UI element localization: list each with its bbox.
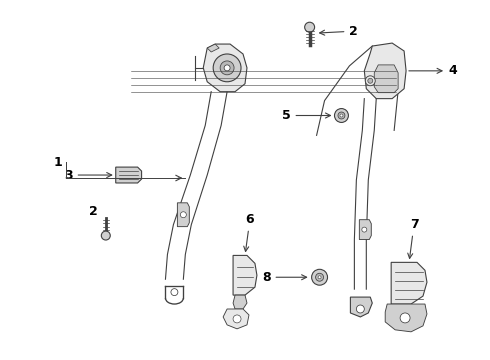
Polygon shape xyxy=(223,309,249,329)
Polygon shape xyxy=(365,43,406,99)
Polygon shape xyxy=(177,203,189,227)
Polygon shape xyxy=(374,65,398,93)
Ellipse shape xyxy=(312,269,327,285)
Text: 7: 7 xyxy=(408,217,418,258)
Text: 3: 3 xyxy=(64,168,112,181)
Ellipse shape xyxy=(368,78,373,83)
Ellipse shape xyxy=(213,54,241,82)
Text: 2: 2 xyxy=(319,24,358,38)
Polygon shape xyxy=(233,295,247,309)
Text: 5: 5 xyxy=(282,109,330,122)
Ellipse shape xyxy=(356,305,365,313)
Polygon shape xyxy=(233,255,257,295)
Ellipse shape xyxy=(220,61,234,75)
Polygon shape xyxy=(116,167,142,183)
Ellipse shape xyxy=(366,76,375,86)
Polygon shape xyxy=(203,44,247,92)
Text: 4: 4 xyxy=(409,64,458,77)
Ellipse shape xyxy=(316,273,323,281)
Text: 2: 2 xyxy=(89,205,98,218)
Polygon shape xyxy=(207,44,219,52)
Text: 8: 8 xyxy=(262,271,307,284)
Polygon shape xyxy=(391,262,427,304)
Ellipse shape xyxy=(101,231,110,240)
Ellipse shape xyxy=(233,315,241,323)
Ellipse shape xyxy=(224,65,230,71)
Ellipse shape xyxy=(338,112,345,119)
Ellipse shape xyxy=(171,289,178,296)
Polygon shape xyxy=(359,220,371,239)
Ellipse shape xyxy=(305,22,315,32)
Text: 6: 6 xyxy=(244,213,254,251)
Ellipse shape xyxy=(400,313,410,323)
Text: 1: 1 xyxy=(53,156,62,168)
Polygon shape xyxy=(385,304,427,332)
Polygon shape xyxy=(350,297,372,317)
Ellipse shape xyxy=(340,114,343,117)
Ellipse shape xyxy=(362,227,367,232)
Ellipse shape xyxy=(318,276,321,279)
Ellipse shape xyxy=(335,109,348,122)
Ellipse shape xyxy=(180,212,186,218)
